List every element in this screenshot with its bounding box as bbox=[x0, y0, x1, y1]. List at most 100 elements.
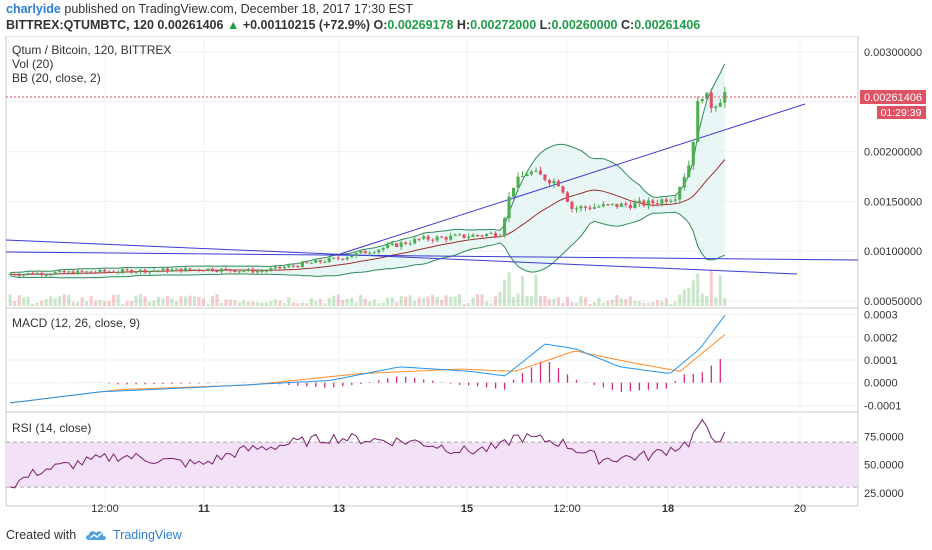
volume-bar-127 bbox=[579, 295, 583, 306]
trend-line-descending bbox=[5, 239, 798, 275]
candle-body-65 bbox=[300, 262, 304, 268]
candle-body-27 bbox=[130, 270, 134, 273]
trend-line-ascending bbox=[339, 103, 806, 255]
volume-bar-150 bbox=[682, 289, 686, 306]
candle-body-135 bbox=[615, 203, 619, 207]
high-label: H: bbox=[456, 18, 471, 32]
candle-body-63 bbox=[291, 265, 295, 267]
candle-body-130 bbox=[592, 207, 596, 209]
volume-bar-6 bbox=[35, 302, 39, 306]
volume-bar-54 bbox=[251, 301, 255, 306]
candle-body-9 bbox=[49, 274, 53, 276]
candle-body-123 bbox=[561, 186, 565, 193]
volume-bar-153 bbox=[696, 273, 700, 306]
volume-bar-59 bbox=[273, 299, 277, 306]
tradingview-brand-link[interactable]: TradingView bbox=[113, 528, 182, 542]
volume-bar-83 bbox=[381, 302, 385, 306]
volume-bar-112 bbox=[512, 297, 516, 306]
volume-bar-5 bbox=[31, 303, 35, 306]
volume-bar-58 bbox=[269, 301, 273, 306]
bb-fill-area bbox=[10, 63, 725, 278]
volume-bar-34 bbox=[161, 298, 165, 306]
candle-body-73 bbox=[336, 257, 340, 259]
volume-bar-69 bbox=[318, 298, 322, 306]
volume-bar-121 bbox=[552, 298, 556, 306]
candle-body-137 bbox=[624, 203, 628, 205]
candle-body-112 bbox=[512, 187, 516, 197]
close-value: 0.00261406 bbox=[634, 18, 701, 32]
volume-bar-57 bbox=[264, 302, 268, 306]
candle-body-50 bbox=[233, 270, 237, 272]
candle-body-145 bbox=[660, 199, 664, 204]
candlesticks bbox=[8, 86, 727, 278]
candle-body-23 bbox=[112, 271, 116, 273]
volume-bar-21 bbox=[103, 301, 107, 306]
price-tick-label-3: 0.00150000 bbox=[864, 196, 922, 208]
candle-body-115 bbox=[525, 174, 529, 176]
volume-bar-13 bbox=[67, 295, 71, 306]
volume-bar-152 bbox=[691, 280, 695, 306]
candle-body-59 bbox=[273, 266, 277, 269]
volume-bar-55 bbox=[255, 302, 259, 306]
candle-body-150 bbox=[682, 177, 686, 188]
candle-body-81 bbox=[372, 252, 376, 254]
volume-bar-43 bbox=[201, 298, 205, 306]
volume-bar-79 bbox=[363, 298, 367, 306]
candle-body-43 bbox=[201, 270, 205, 272]
volume-bar-11 bbox=[58, 296, 62, 306]
created-with-text: Created with bbox=[6, 528, 77, 542]
candle-body-32 bbox=[152, 270, 156, 272]
volume-bar-44 bbox=[206, 303, 210, 306]
candle-body-35 bbox=[166, 268, 170, 272]
volume-bar-109 bbox=[498, 291, 502, 306]
macd-signal-line bbox=[10, 334, 726, 404]
time-tick-label-2: 13 bbox=[333, 503, 345, 515]
candle-body-86 bbox=[395, 243, 399, 247]
volume-bar-101 bbox=[462, 303, 466, 306]
volume-bar-134 bbox=[610, 299, 614, 306]
volume-bar-40 bbox=[188, 295, 192, 306]
candle-body-153 bbox=[696, 101, 700, 142]
volume-bar-63 bbox=[291, 302, 295, 306]
candle-body-62 bbox=[287, 265, 291, 267]
countdown-tag-label: 01:29:39 bbox=[881, 107, 922, 119]
candle-body-78 bbox=[359, 251, 363, 253]
candle-body-129 bbox=[588, 207, 592, 209]
rsi-pane bbox=[6, 418, 858, 489]
volume-bar-144 bbox=[655, 300, 659, 306]
macd-tick-label-4: -0.0001 bbox=[864, 400, 901, 412]
candle-body-88 bbox=[404, 242, 408, 244]
chart-canvas[interactable]: Qtum / Bitcoin, 120, BITTREX Vol (20) BB… bbox=[0, 36, 932, 518]
volume-bar-93 bbox=[426, 296, 430, 306]
volume-bar-26 bbox=[125, 300, 129, 306]
candle-body-69 bbox=[318, 260, 322, 262]
volume-bar-47 bbox=[219, 302, 223, 306]
volume-bar-17 bbox=[85, 301, 89, 306]
volume-bar-27 bbox=[130, 300, 134, 306]
candle-body-93 bbox=[426, 236, 430, 240]
candle-body-114 bbox=[521, 176, 525, 177]
volume-bar-53 bbox=[246, 301, 250, 306]
candle-body-13 bbox=[67, 271, 71, 273]
candle-body-125 bbox=[570, 201, 574, 209]
volume-bar-52 bbox=[242, 300, 246, 306]
volume-bar-1 bbox=[13, 301, 17, 306]
volume-bar-149 bbox=[678, 294, 682, 306]
volume-bar-141 bbox=[642, 302, 646, 306]
author-link[interactable]: charlyide bbox=[6, 2, 61, 16]
volume-bar-125 bbox=[570, 302, 574, 306]
candle-body-136 bbox=[619, 203, 623, 207]
candle-body-48 bbox=[224, 268, 228, 270]
candle-body-17 bbox=[85, 271, 89, 273]
candle-body-60 bbox=[278, 266, 282, 269]
candle-body-96 bbox=[440, 236, 444, 238]
candle-body-92 bbox=[422, 236, 426, 239]
candle-body-107 bbox=[489, 233, 493, 235]
volume-bar-126 bbox=[574, 302, 578, 306]
candle-body-10 bbox=[53, 272, 57, 275]
volume-bar-97 bbox=[444, 295, 448, 306]
candle-body-124 bbox=[565, 192, 569, 202]
volume-bar-130 bbox=[592, 302, 596, 306]
volume-bar-76 bbox=[350, 297, 354, 306]
candle-body-109 bbox=[498, 235, 502, 237]
